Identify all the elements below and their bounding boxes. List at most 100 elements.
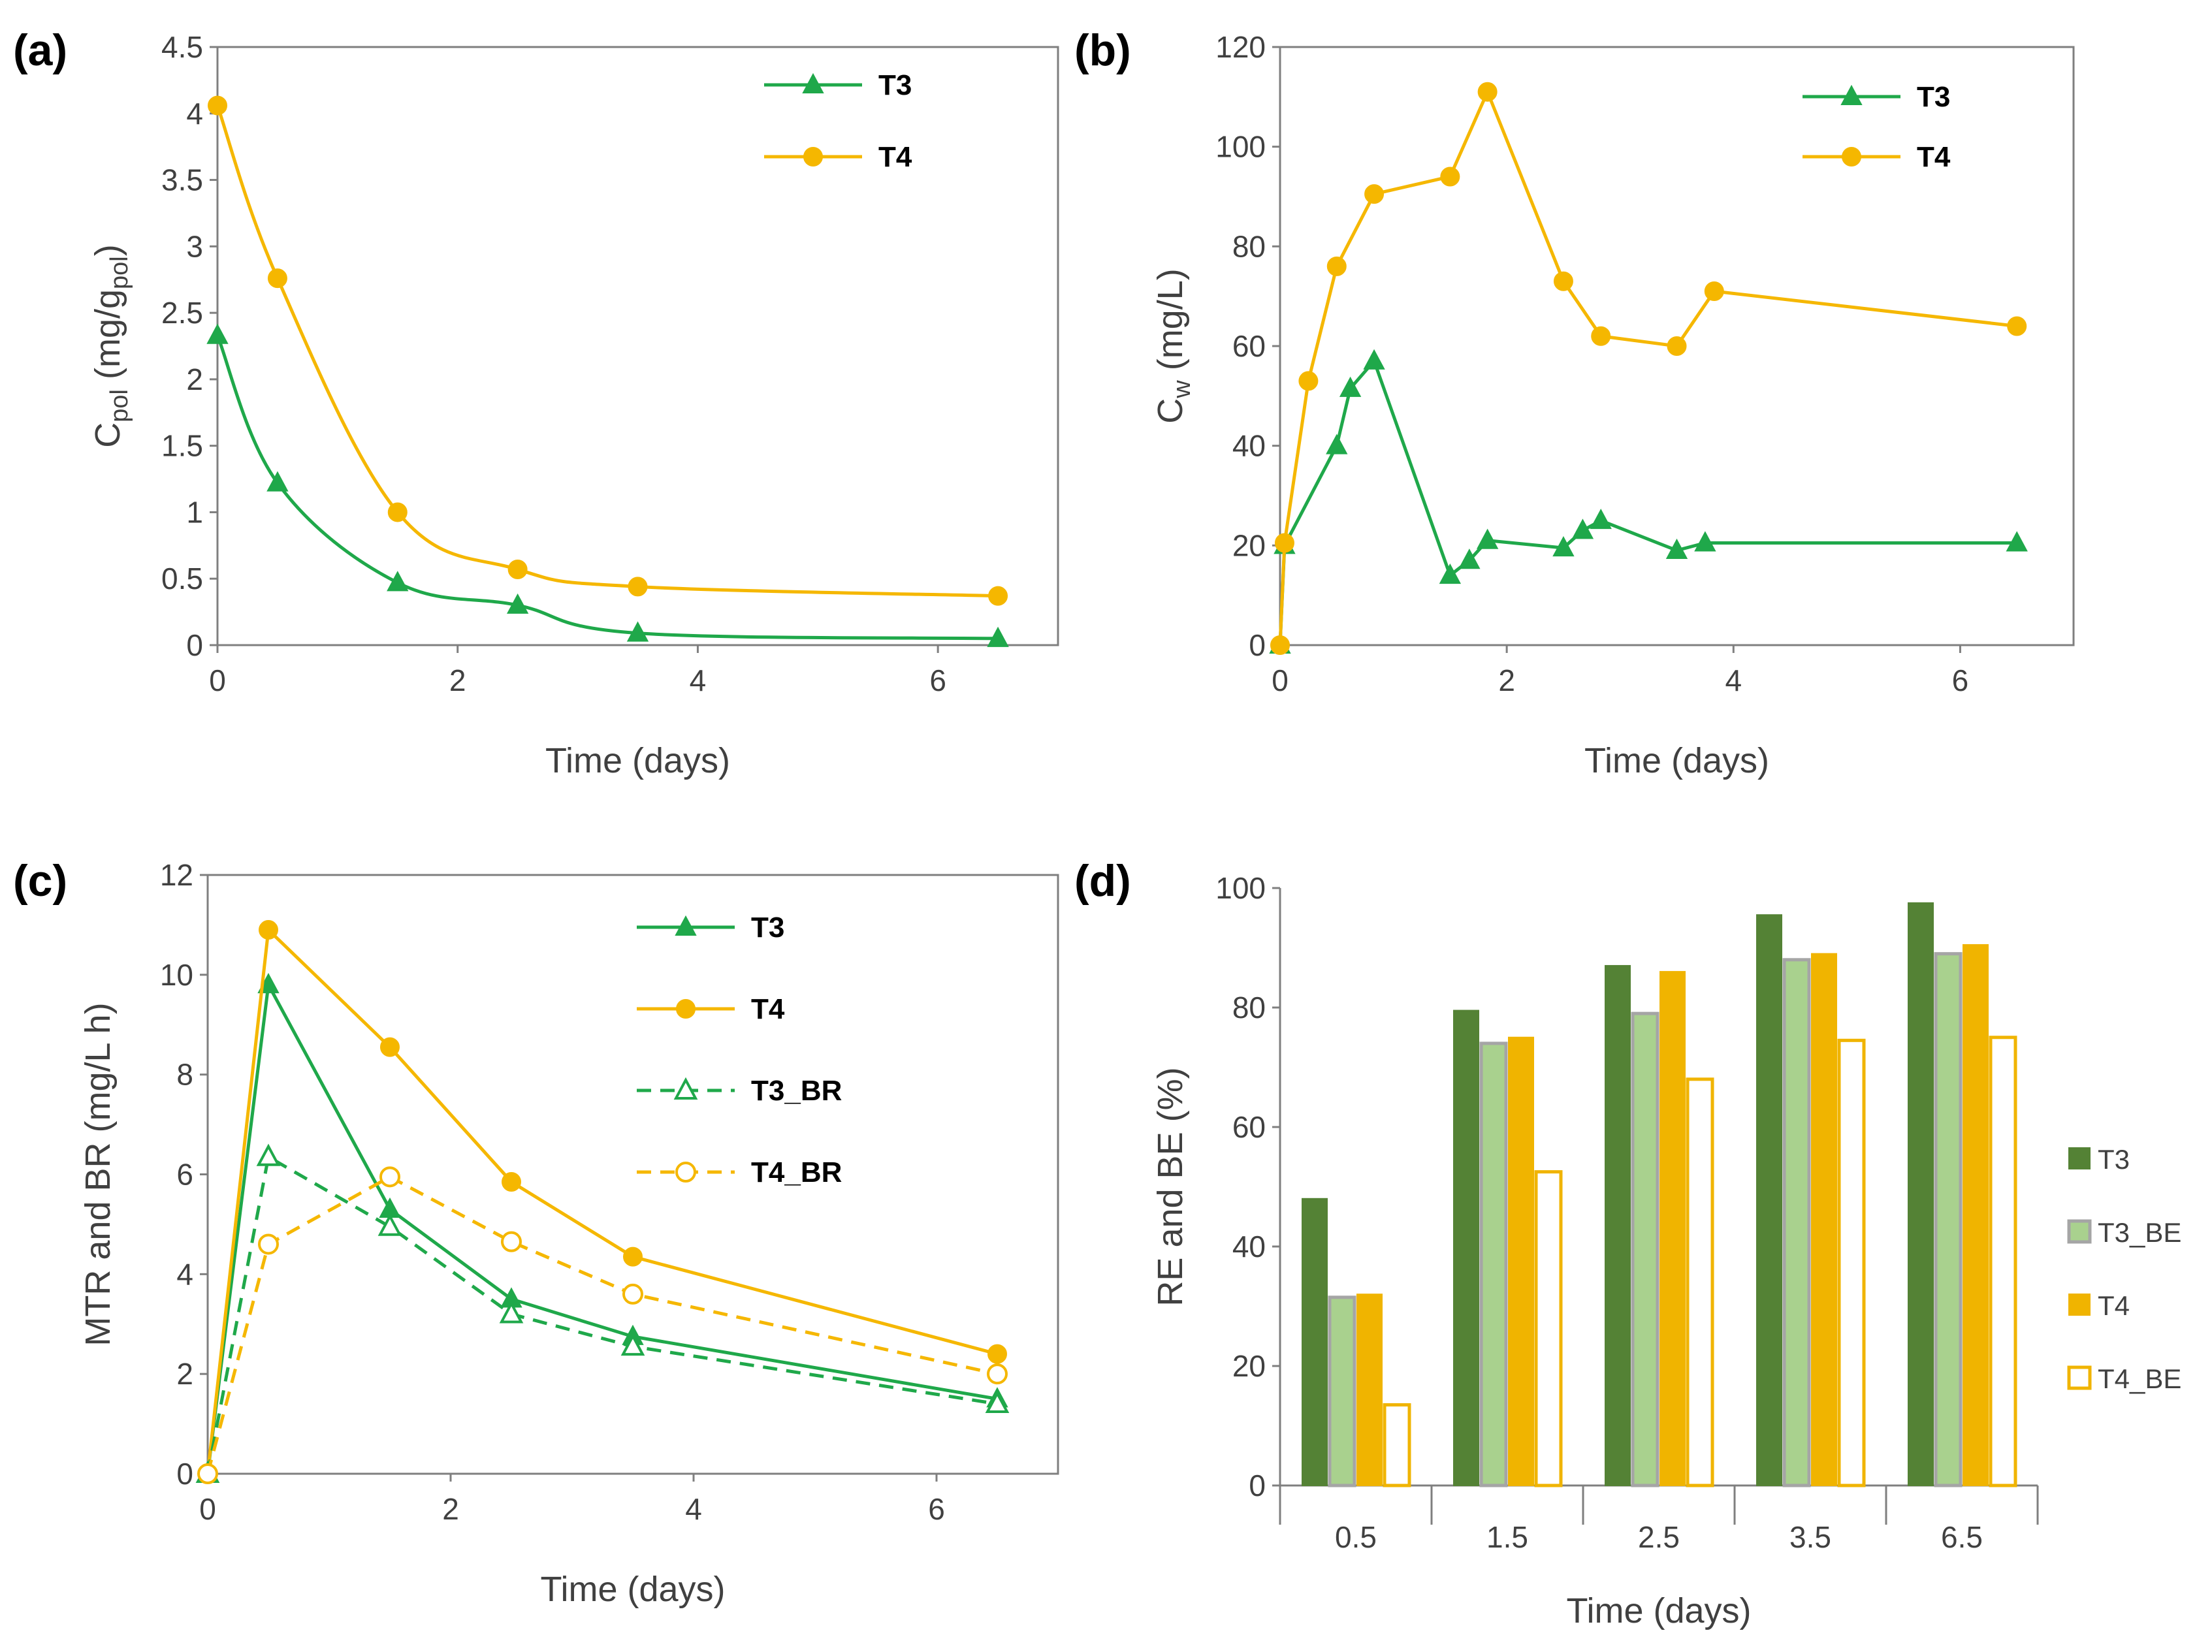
data-point-T4_BR: [258, 1233, 279, 1255]
bar-T4: [1811, 953, 1837, 1486]
bar-T4: [1659, 971, 1686, 1486]
panel-a-label: (a): [13, 25, 67, 75]
data-point-T4: [623, 1247, 643, 1267]
series-line-T3: [216, 334, 999, 641]
data-point-T3_BR: [620, 1333, 645, 1356]
bar-T3: [1453, 1009, 1479, 1486]
data-point-T4: [1298, 371, 1319, 391]
y-tick-label: 0: [1249, 628, 1266, 662]
x-tick-label: 4: [685, 1492, 702, 1526]
y-tick-label: 2.5: [161, 296, 203, 330]
y-tick-label: 0: [1249, 1469, 1266, 1502]
legend-label-T4_BR: T4_BR: [751, 1156, 842, 1188]
legend-marker-T3: [1840, 84, 1863, 105]
x-axis-title: Time (days): [1566, 1591, 1751, 1630]
data-point-T4: [987, 1344, 1007, 1364]
data-point-T4: [628, 577, 648, 597]
x-axis-title: Time (days): [540, 1570, 725, 1609]
series-line-T3: [1278, 359, 2017, 646]
data-point-T4: [387, 502, 408, 522]
y-tick-label: 80: [1232, 991, 1266, 1025]
y-tick-label: 1: [186, 495, 203, 529]
data-point-T3: [1476, 528, 1499, 549]
x-tick-label: 4: [1725, 663, 1742, 697]
data-point-T4: [208, 95, 227, 116]
data-point-T3: [626, 621, 649, 642]
data-point-T4: [1667, 336, 1687, 356]
y-tick-label: 3: [186, 229, 203, 263]
legend-marker-T4: [803, 147, 823, 167]
bar-T3_BE: [1631, 1011, 1659, 1487]
data-point-T4: [1477, 82, 1498, 102]
data-point-T4_BR: [987, 1363, 1008, 1385]
panel-d-chart: 0 20 40 60 80 100 0.5 1.5 2.5 3.5 6.5 Time (days) RE…: [1151, 871, 2181, 1630]
data-point-T4: [267, 268, 287, 289]
x-axis-title: Time (days): [545, 741, 730, 780]
y-tick-label: 20: [1232, 1349, 1266, 1383]
data-point-T3: [1694, 531, 1716, 552]
y-axis-title: RE and BE (%): [1151, 1067, 1190, 1306]
data-point-T3: [1552, 536, 1575, 557]
bar-T4_BE: [1383, 1403, 1411, 1487]
data-point-T3: [987, 626, 1009, 647]
bar-T3_BE: [1782, 958, 1811, 1487]
data-point-T4: [1591, 326, 1611, 346]
y-axis-title: MTR and BR (mg/L h): [78, 1002, 118, 1346]
y-tick-label: 12: [160, 858, 193, 892]
data-point-T3: [1363, 349, 1385, 370]
x-tick-label: 1.5: [1486, 1520, 1528, 1554]
bar-T4: [1963, 944, 1989, 1487]
legend-marker-T4: [676, 999, 696, 1019]
x-tick-label: 0: [199, 1492, 216, 1526]
data-point-T3: [1571, 518, 1594, 539]
data-point-T3_BR: [256, 1143, 281, 1166]
x-axis-title: Time (days): [1584, 741, 1769, 780]
series-line-T4_BR: [206, 1175, 998, 1474]
panel-d-label: (d): [1074, 856, 1131, 906]
data-point-T4_BR: [197, 1463, 218, 1484]
legend-label-T3_BR: T3_BR: [751, 1075, 842, 1107]
legend-label-T4_BE: T4_BE: [2098, 1363, 2181, 1394]
y-tick-label: 20: [1232, 528, 1266, 562]
legend-marker-T3: [802, 72, 824, 93]
series-line-T4: [206, 928, 998, 1474]
legend-marker-T4_BR: [675, 1162, 696, 1183]
panel-c-chart: 0 2 4 6 8 10 12 0 2 4 6 Time (days) MTR and BR (mg/L…: [78, 858, 1059, 1609]
panel-b-label: (b): [1074, 25, 1131, 75]
data-point-T3: [506, 593, 529, 614]
y-tick-label: 60: [1232, 329, 1266, 363]
data-point-T3: [206, 323, 229, 344]
legend-label-T3: T3: [1917, 81, 1950, 113]
legend-label-T4: T4: [1917, 141, 1951, 173]
data-point-T4: [1440, 167, 1460, 187]
series-line-T3: [206, 983, 998, 1474]
x-tick-label: 2: [442, 1492, 459, 1526]
legend-label-T3: T3: [2098, 1144, 2130, 1175]
y-tick-label: 120: [1215, 30, 1266, 64]
bar-T3_BE: [1328, 1295, 1356, 1487]
legend-swatch-T3: [2068, 1147, 2091, 1169]
x-tick-label: 3.5: [1789, 1520, 1831, 1554]
y-tick-label: 2: [186, 362, 203, 396]
data-point-T4_BR: [501, 1231, 522, 1252]
x-tick-label: 0: [1272, 663, 1289, 697]
data-point-T4: [1704, 281, 1724, 302]
x-tick-label: 6: [928, 1492, 945, 1526]
y-tick-label: 4: [186, 97, 203, 131]
legend-label-T3: T3: [751, 912, 784, 944]
y-tick-label: 100: [1215, 871, 1266, 905]
legend-label-T4: T4: [751, 993, 785, 1025]
y-tick-label: 80: [1232, 229, 1266, 263]
bar-T3_BE: [1934, 952, 1963, 1487]
y-tick-label: 8: [176, 1058, 193, 1092]
data-point-T3: [1458, 548, 1481, 569]
data-point-T3: [1590, 509, 1612, 530]
legend-marker-T3: [675, 915, 697, 936]
y-tick-label: 0: [186, 628, 203, 662]
legend-marker-T3_BR: [673, 1077, 698, 1100]
data-point-T4: [1553, 271, 1573, 291]
y-tick-label: 0.5: [161, 562, 203, 596]
bar-T3: [1605, 964, 1631, 1486]
bar-T4_BE: [1989, 1036, 2017, 1487]
